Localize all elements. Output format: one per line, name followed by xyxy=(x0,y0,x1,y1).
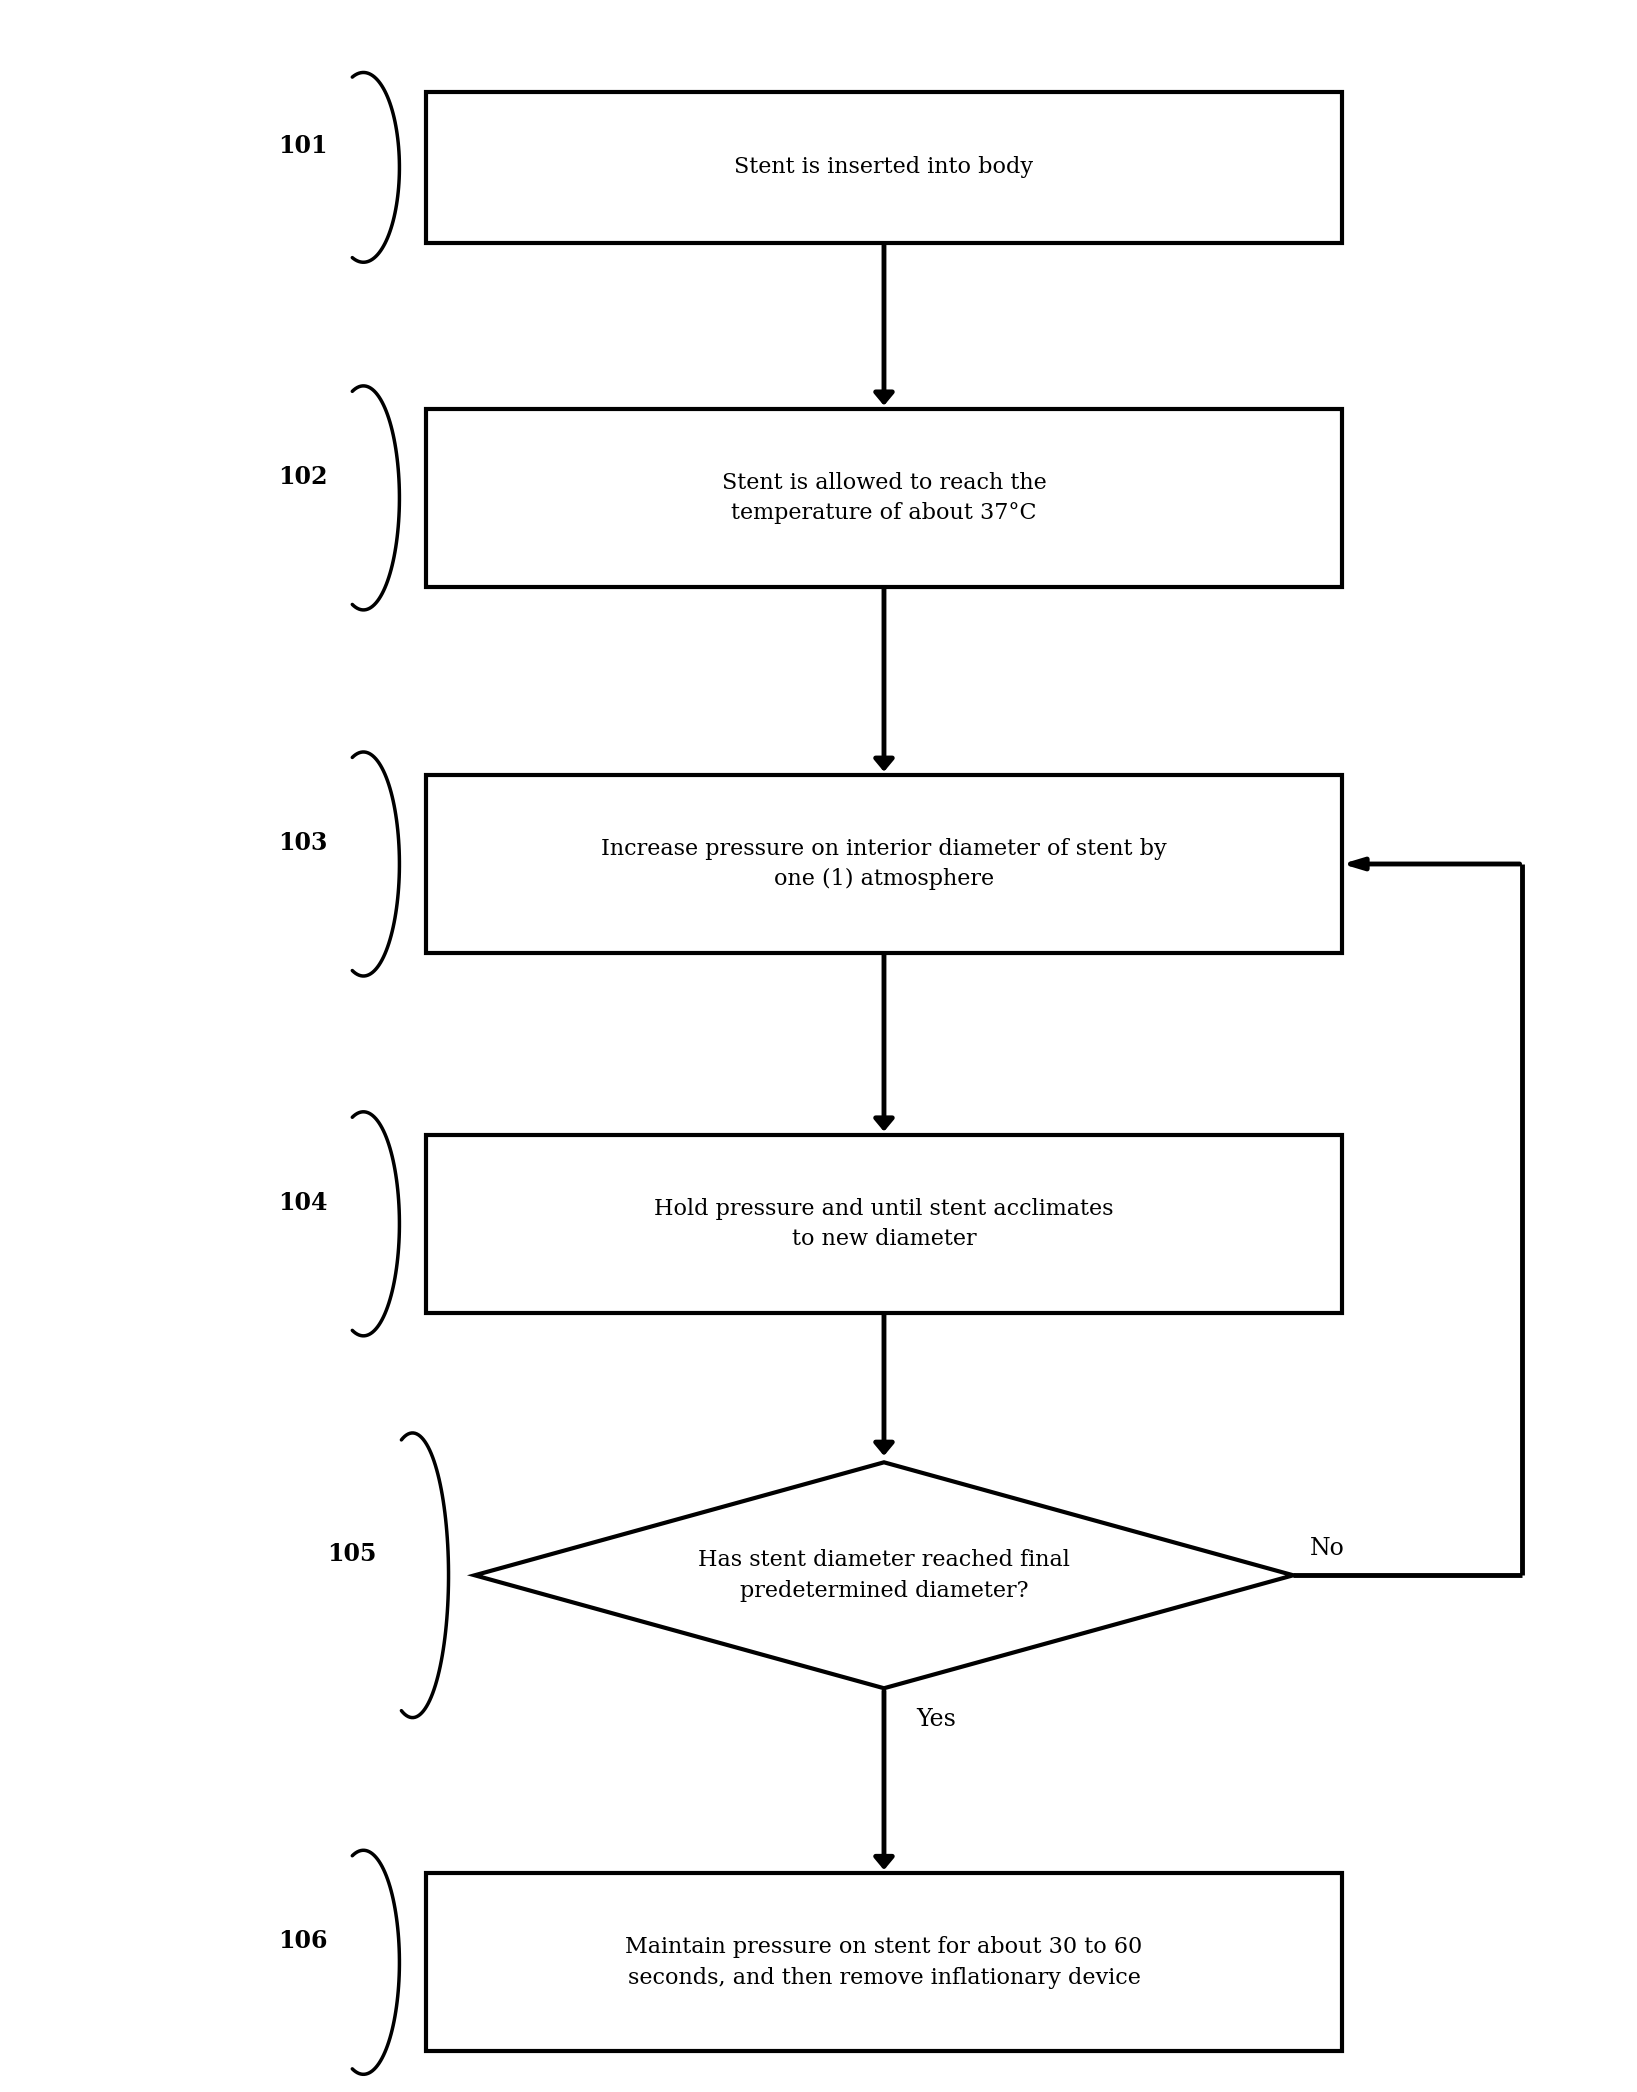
Text: Increase pressure on interior diameter of stent by
one (1) atmosphere: Increase pressure on interior diameter o… xyxy=(601,837,1167,891)
Text: Stent is allowed to reach the
temperature of about 37°C: Stent is allowed to reach the temperatur… xyxy=(722,471,1046,525)
Text: Hold pressure and until stent acclimates
to new diameter: Hold pressure and until stent acclimates… xyxy=(655,1197,1113,1251)
Text: 106: 106 xyxy=(278,1929,327,1954)
Text: Stent is inserted into body: Stent is inserted into body xyxy=(735,157,1033,178)
Text: Has stent diameter reached final
predetermined diameter?: Has stent diameter reached final predete… xyxy=(697,1548,1071,1602)
Polygon shape xyxy=(475,1462,1293,1688)
Text: 104: 104 xyxy=(278,1190,327,1215)
Bar xyxy=(426,776,1342,954)
Text: 102: 102 xyxy=(278,464,327,490)
Bar xyxy=(426,1874,1342,2050)
Bar xyxy=(426,92,1342,243)
Text: 103: 103 xyxy=(278,831,327,856)
Bar xyxy=(426,1134,1342,1314)
Bar xyxy=(426,410,1342,588)
Text: Yes: Yes xyxy=(917,1709,956,1730)
Text: 105: 105 xyxy=(327,1542,377,1567)
Text: No: No xyxy=(1310,1538,1344,1559)
Text: 101: 101 xyxy=(278,134,327,159)
Text: Maintain pressure on stent for about 30 to 60
seconds, and then remove inflation: Maintain pressure on stent for about 30 … xyxy=(625,1935,1143,1989)
